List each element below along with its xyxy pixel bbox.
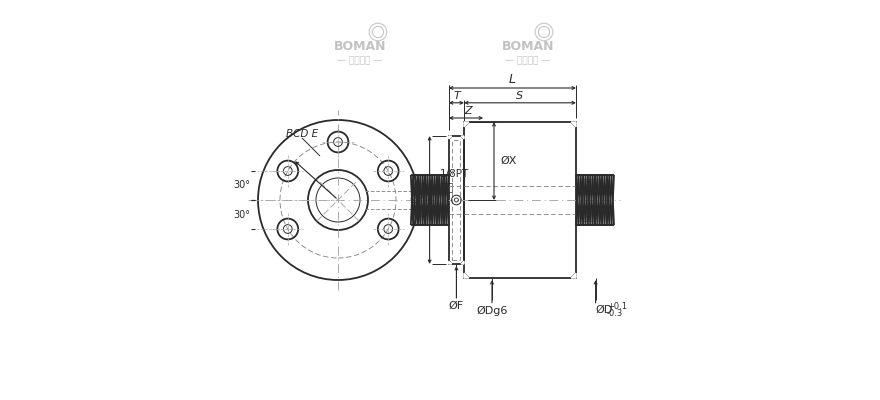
- Polygon shape: [571, 273, 576, 278]
- Text: ØX: ØX: [501, 156, 517, 166]
- Text: ØF: ØF: [449, 301, 464, 311]
- Text: Z: Z: [464, 106, 472, 116]
- Polygon shape: [449, 136, 451, 139]
- Bar: [452, 140, 460, 260]
- Text: T: T: [453, 90, 459, 100]
- Text: 30°: 30°: [233, 210, 250, 220]
- Text: L: L: [509, 73, 516, 86]
- Text: -0.3: -0.3: [607, 309, 623, 318]
- Text: S: S: [517, 90, 524, 100]
- Text: 油孔: 油孔: [440, 183, 453, 193]
- Bar: [449, 136, 464, 264]
- Text: ØY: ØY: [409, 195, 425, 205]
- Text: +0.1: +0.1: [607, 302, 627, 311]
- Text: 1/8PT: 1/8PT: [440, 169, 469, 179]
- Text: ØDg6: ØDg6: [476, 306, 508, 316]
- Polygon shape: [461, 261, 464, 264]
- Polygon shape: [464, 122, 469, 127]
- Text: BOMAN: BOMAN: [502, 40, 554, 52]
- Text: BCD E: BCD E: [286, 129, 318, 139]
- Polygon shape: [449, 261, 451, 264]
- Polygon shape: [571, 122, 576, 127]
- Text: BOMAN: BOMAN: [334, 40, 386, 52]
- Text: — 劲霸工业 —: — 劲霸工业 —: [337, 57, 383, 66]
- Text: — 劲霸工业 —: — 劲霸工业 —: [505, 57, 551, 66]
- Polygon shape: [464, 273, 469, 278]
- Text: ØD: ØD: [596, 305, 612, 315]
- Text: 30°: 30°: [233, 180, 250, 190]
- Polygon shape: [461, 136, 464, 139]
